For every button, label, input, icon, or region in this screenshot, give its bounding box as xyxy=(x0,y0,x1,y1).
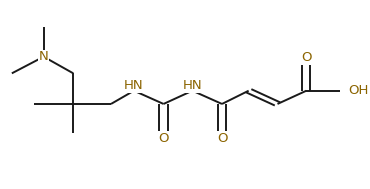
Text: N: N xyxy=(39,50,48,63)
Text: HN: HN xyxy=(182,80,202,92)
Text: O: O xyxy=(217,132,227,145)
Text: O: O xyxy=(158,132,169,145)
Text: HN: HN xyxy=(124,80,144,92)
Text: OH: OH xyxy=(349,84,369,97)
Text: O: O xyxy=(301,51,312,64)
